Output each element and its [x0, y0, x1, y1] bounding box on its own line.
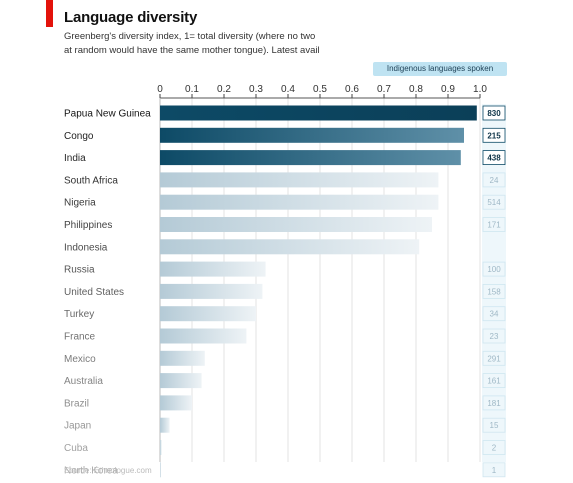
bar: [160, 217, 432, 232]
count-box: [482, 417, 506, 433]
category-label: Turkey: [64, 309, 94, 320]
category-label: United States: [64, 287, 124, 298]
languages-count: 438: [487, 154, 501, 163]
count-box: [482, 150, 506, 166]
category-label: Congo: [64, 131, 94, 142]
bar: [160, 417, 170, 433]
count-box: [482, 127, 506, 143]
category-label: India: [64, 153, 86, 164]
languages-count: 215: [487, 131, 501, 140]
source-note: Source: Ethnologue.com: [64, 466, 152, 475]
x-tick-label: 0.6: [345, 84, 359, 95]
x-tick-label: 0.1: [185, 84, 199, 95]
languages-count: 1: [492, 466, 497, 475]
languages-count: 100: [487, 265, 501, 274]
bar: [160, 261, 266, 277]
x-tick-label: 1.0: [473, 84, 487, 95]
languages-count: 171: [487, 221, 501, 230]
category-label: Philippines: [64, 220, 112, 231]
category-label: Australia: [64, 376, 103, 387]
chart-subtitle: Greenberg's diversity index, 1= total di…: [64, 30, 356, 60]
subtitle-line-2: at random would have the same mother ton…: [64, 45, 320, 56]
languages-count: 15: [490, 421, 499, 430]
category-label: Japan: [64, 421, 91, 432]
count-box: [482, 462, 506, 478]
languages-count: 24: [490, 176, 499, 185]
category-label: Brazil: [64, 398, 89, 409]
x-tick-label: 0.7: [377, 84, 391, 95]
count-box: [482, 105, 506, 121]
category-label: North Korea: [64, 465, 118, 476]
count-box: [482, 217, 506, 232]
subtitle-line-1: Greenberg's diversity index, 1= total di…: [64, 31, 316, 42]
category-label: Russia: [64, 265, 95, 276]
bar: [160, 395, 192, 411]
category-label: Mexico: [64, 354, 96, 365]
bar: [160, 462, 161, 478]
count-box: [482, 395, 506, 411]
x-tick-label: 0.5: [313, 84, 327, 95]
count-box: [482, 373, 506, 389]
category-label: Papua New Guinea: [64, 109, 151, 120]
x-tick-label: 0.9: [441, 84, 455, 95]
bar: [160, 328, 247, 344]
category-label: South Africa: [64, 175, 118, 186]
bar: [160, 440, 162, 455]
languages-count: 181: [487, 399, 501, 408]
x-axis-ticks: 0 0.1 0.2 0.3 0.4 0.5 0.6 0.7 0.8 0.9 1.0: [157, 84, 487, 98]
chart-title: Language diversity: [64, 9, 198, 26]
count-box: [482, 306, 506, 322]
count-box: [482, 440, 506, 455]
bar: [160, 373, 202, 389]
bar: [160, 283, 263, 299]
count-box: [482, 283, 506, 299]
bars: [160, 105, 477, 478]
count-box: [482, 350, 506, 366]
bar: [160, 194, 439, 210]
row-labels: Papua New Guinea Congo India South Africa Ni…: [64, 109, 151, 477]
languages-count: 291: [487, 354, 501, 363]
x-tick-label: 0: [157, 84, 163, 95]
x-tick-label: 0.4: [281, 84, 295, 95]
category-label: Nigeria: [64, 198, 96, 209]
bar: [160, 150, 461, 166]
bar: [160, 350, 205, 366]
x-tick-label: 0.8: [409, 84, 423, 95]
count-box: [482, 261, 506, 277]
languages-count: 161: [487, 377, 501, 386]
bar: [160, 105, 477, 121]
count-box: [482, 328, 506, 344]
count-box: [482, 194, 506, 210]
count-box: [482, 172, 506, 188]
languages-count: 34: [490, 310, 499, 319]
category-label: France: [64, 332, 96, 343]
bar: [160, 239, 420, 255]
x-tick-label: 0.3: [249, 84, 263, 95]
languages-count: 23: [490, 332, 499, 341]
category-label: Indonesia: [64, 242, 108, 253]
languages-count: 830: [487, 109, 501, 118]
languages-column: 830 215 438 24 514 171 100 158 34 23 291 161 181 15 2 1: [482, 104, 506, 478]
languages-count: 514: [487, 198, 501, 207]
languages-count: 158: [487, 287, 501, 296]
languages-count: 2: [492, 444, 497, 453]
bar: [160, 127, 464, 143]
category-label: Cuba: [64, 443, 88, 454]
x-tick-label: 0.2: [217, 84, 231, 95]
languages-legend-pill: Indigenous languages spoken: [373, 62, 507, 76]
bar: [160, 306, 256, 322]
bar: [160, 172, 439, 188]
brand-red-tag: [46, 0, 53, 27]
